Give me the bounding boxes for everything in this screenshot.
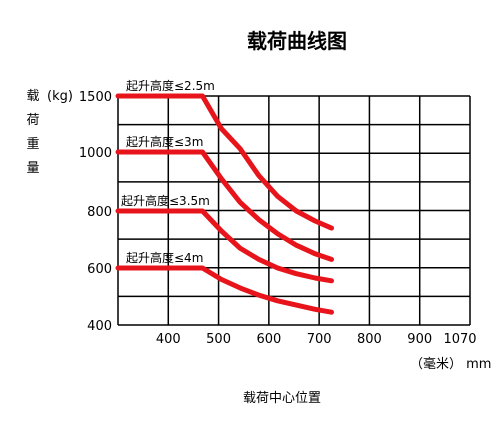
y-tick-label: 1500 [79,90,112,105]
x-axis-label: 载荷中心位置 [243,391,321,406]
x-tick-label: 600 [256,332,281,347]
x-tick-labels: 400 500 600 700 800 900 1070 [156,332,477,347]
y-axis-label-char: 量 [26,161,39,176]
x-tick-label: 900 [407,332,432,347]
curve-label: 起升高度≤3.5m [121,193,210,208]
x-axis-unit: （毫米） mm [410,356,491,372]
y-tick-labels: 1500 1000 800 600 400 [79,90,112,334]
y-axis-label-char: 荷 [26,113,39,128]
curve-label: 起升高度≤2.5m [126,78,215,93]
load-curve-line [115,93,334,231]
y-tick-label: 1000 [79,146,112,161]
curve-label: 起升高度≤3m [126,134,203,149]
y-axis-label-char: 载 [26,89,39,104]
x-tick-label: 400 [156,332,181,347]
curve-labels: 起升高度≤2.5m 起升高度≤3m 起升高度≤3.5m 起升高度≤4m [121,78,215,265]
x-tick-label: 700 [307,332,332,347]
curve-label: 起升高度≤4m [126,250,203,265]
chart-title: 载荷曲线图 [247,29,347,53]
load-curve-line [115,149,334,262]
load-curve-line [115,265,334,315]
y-tick-label: 600 [87,262,112,277]
x-tick-label: 1070 [443,332,476,347]
y-axis-label-char: 重 [26,136,39,152]
load-curve-line [115,208,334,284]
x-tick-label: 500 [206,332,231,347]
y-tick-label: 400 [87,319,112,334]
load-curves [115,93,334,315]
y-axis-unit: (kg) [47,89,73,104]
x-tick-label: 800 [357,332,382,347]
y-axis-label: 载 荷 重 量 (kg) [26,89,72,176]
y-tick-label: 800 [87,205,112,220]
